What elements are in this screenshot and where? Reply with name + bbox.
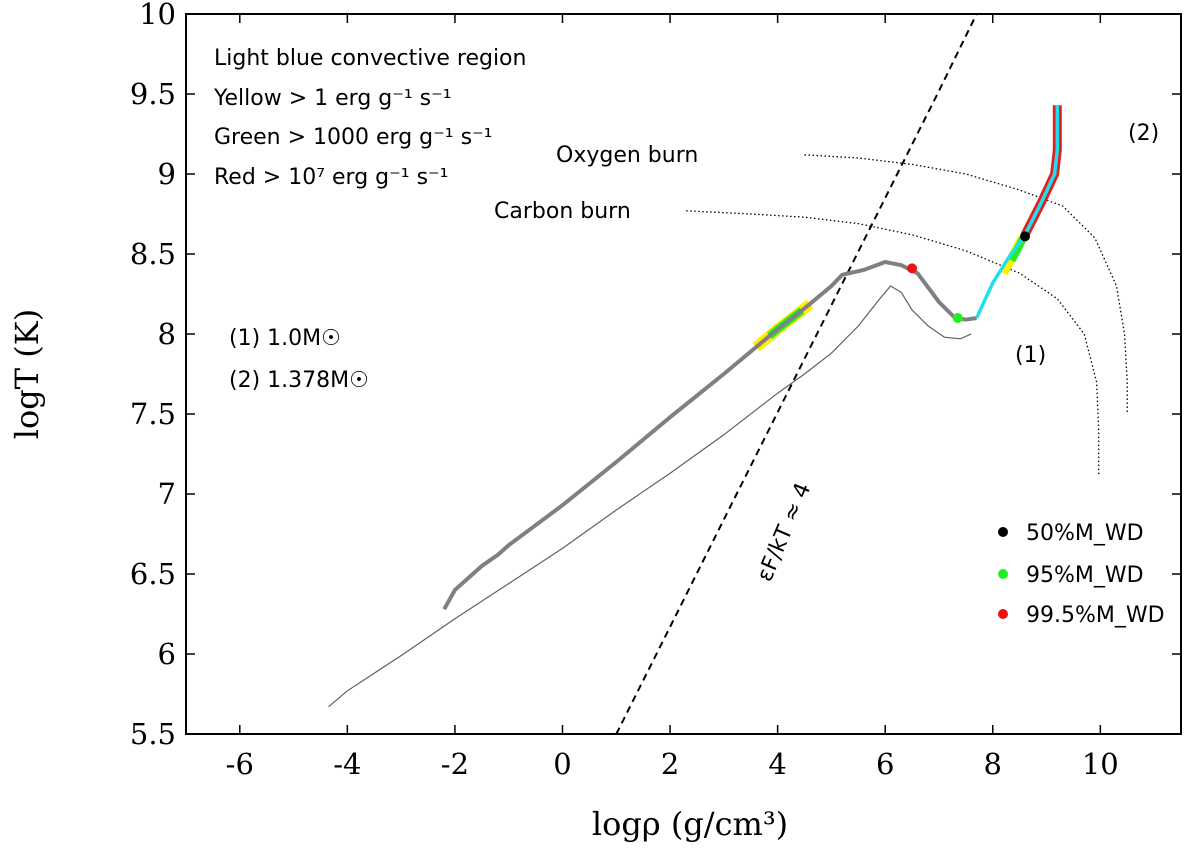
y-tick-label: 8.5 [130,237,176,271]
track-thin-series [328,285,972,708]
legend-label: 95%M_WD [1026,563,1144,588]
info-line: Red > 10⁷ erg g⁻¹ s⁻¹ [214,165,448,190]
mass-marker-point [952,313,963,323]
model-label-2: (2) 1.378M☉ [229,368,369,393]
y-axis-title: logT (K) [8,309,46,439]
x-tick-label: 10 [1082,747,1119,781]
track-2-series [975,105,1060,319]
red-burning-segment [1020,105,1062,237]
track-2-label: (2) [1128,121,1159,146]
x-tick-label: -4 [333,747,361,781]
y-tick-label: 8 [158,317,176,351]
x-axis-title: logρ (g/cm³) [592,805,788,843]
mass-marker-point [907,263,918,274]
oxygen-burn-curve [804,154,1128,414]
y-tick-label: 6 [158,637,176,671]
x-tick-label: 6 [876,747,894,781]
annotations-layer: logρ (g/cm³) logT (K) Light blue convectiv… [8,46,1165,843]
oxygen-burn-label: Oxygen burn [556,143,698,168]
carbon-burn-label: Carbon burn [494,199,631,224]
ticks-layer: -6 -4 -2 0 2 4 6 8 10 5.5 6 6.5 7 7.5 8 8.5 9 9.5 10 [130,0,1181,781]
y-tick-label: 9 [158,157,176,191]
model-label-1: (1) 1.0M☉ [229,326,341,351]
y-tick-label: 10 [139,0,176,31]
curves-layer [328,13,1128,735]
info-line: Light blue convective region [214,46,526,71]
x-tick-label: 4 [768,747,786,781]
legend-label: 99.5%M_WD [1026,603,1165,628]
degeneracy-label: εF/kT ≈ 4 [753,479,817,585]
legend-swatch [998,527,1008,537]
x-tick-label: 0 [553,747,571,781]
y-tick-label: 5.5 [130,717,176,751]
degeneracy-line [615,13,978,735]
track-1-label: (1) [1015,343,1046,368]
track-1-series [442,259,977,611]
info-line: Yellow > 1 erg g⁻¹ s⁻¹ [213,86,452,111]
info-line: Green > 1000 erg g⁻¹ s⁻¹ [214,125,492,150]
x-tick-label: 2 [661,747,679,781]
x-tick-label: -2 [441,747,469,781]
y-tick-label: 6.5 [130,557,176,591]
legend-label: 50%M_WD [1026,521,1144,546]
carbon-burn-curve [686,210,1100,475]
plot-frame [185,13,1182,735]
x-tick-label: -6 [226,747,254,781]
x-tick-label: 8 [984,747,1002,781]
y-tick-label: 7 [158,477,176,511]
legend-swatch [998,609,1008,619]
mass-marker-point [1020,231,1031,242]
y-tick-label: 9.5 [130,77,176,111]
legend-swatch [998,569,1008,579]
y-tick-label: 7.5 [130,397,176,431]
